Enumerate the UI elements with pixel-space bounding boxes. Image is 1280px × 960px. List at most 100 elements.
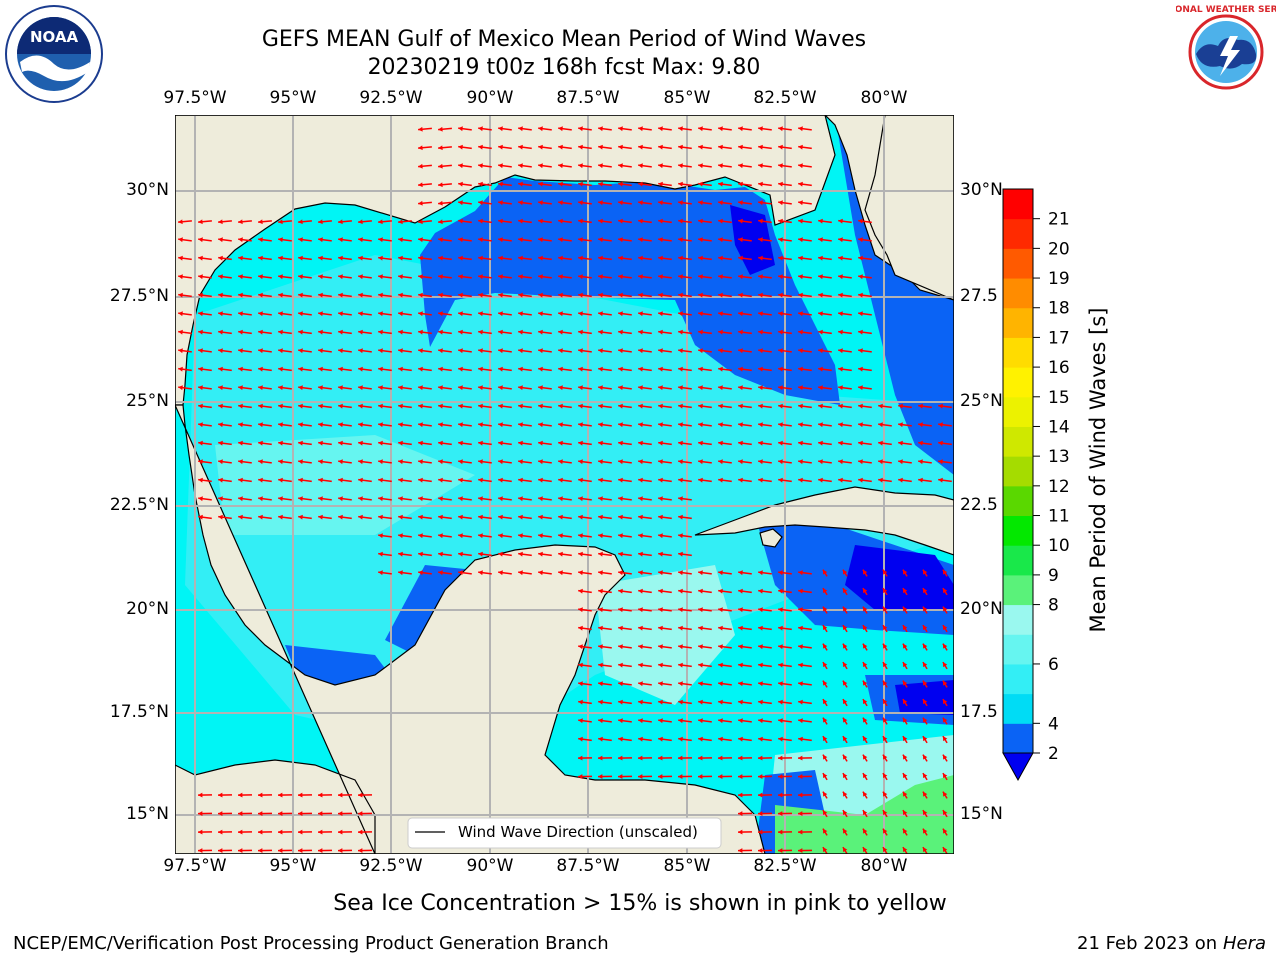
colorbar-tick-label: 21 — [1048, 210, 1070, 230]
wave-arrow-head — [378, 311, 383, 317]
wave-arrow-head — [558, 514, 563, 520]
wave-arrow-head — [498, 255, 503, 261]
wave-arrow-head — [902, 791, 908, 797]
wave-arrow-head — [538, 274, 543, 280]
wave-arrow-head — [578, 718, 583, 724]
wave-arrow-head — [902, 662, 908, 668]
wave-arrow-head — [778, 829, 783, 835]
wave-arrow-head — [418, 459, 423, 465]
wave-arrow-head — [258, 366, 263, 372]
wave-arrow-head — [518, 163, 523, 169]
sea-ice-note: Sea Ice Concentration > 15% is shown in … — [333, 891, 947, 916]
wave-arrow-head — [558, 126, 563, 132]
wave-arrow-head — [798, 385, 803, 391]
colorbar-segment — [1003, 367, 1033, 398]
wave-arrow-head — [538, 514, 543, 520]
run-date: 21 Feb 2023 on Hera — [1077, 933, 1266, 954]
wave-arrow-head — [738, 811, 743, 816]
wave-arrow-head — [678, 588, 683, 594]
wave-arrow-head — [678, 570, 683, 576]
wave-arrow-head — [378, 237, 383, 243]
wave-arrow-head — [518, 385, 523, 391]
wave-arrow-head — [238, 848, 243, 853]
wave-arrow-head — [558, 551, 563, 557]
wave-arrow-head — [658, 329, 663, 335]
wave-arrow-head — [198, 440, 203, 446]
wave-arrow-head — [678, 329, 683, 335]
wave-arrow-head — [338, 829, 343, 835]
wave-arrow-head — [758, 570, 763, 576]
wave-arrow-head — [922, 754, 928, 760]
wave-arrow-head — [638, 533, 643, 539]
wave-arrow-head — [738, 644, 743, 650]
wave-arrow-head — [658, 607, 663, 613]
wave-arrow-head — [738, 607, 743, 613]
colorbar-tick-label: 19 — [1048, 269, 1070, 289]
wave-arrow-head — [198, 792, 203, 798]
wave-arrow-head — [938, 403, 943, 409]
wave-arrow-head — [538, 126, 543, 132]
wave-arrow-head — [378, 348, 383, 354]
wave-arrow-head — [678, 681, 683, 687]
wave-arrow-head — [798, 126, 803, 132]
wave-arrow-head — [398, 274, 403, 280]
wave-arrow-head — [238, 385, 243, 391]
wave-arrow-head — [942, 828, 948, 834]
lat-label-left: 15°N — [126, 804, 169, 824]
wave-arrow-head — [778, 255, 783, 261]
wave-arrow-head — [458, 348, 463, 354]
wave-arrow-head — [838, 385, 843, 391]
wave-arrow-head — [558, 163, 563, 169]
wave-arrow-head — [298, 459, 303, 465]
wave-arrow-head — [218, 366, 223, 372]
wave-arrow-head — [538, 348, 543, 354]
wave-arrow-head — [718, 348, 723, 354]
wave-arrow-head — [678, 255, 683, 261]
wave-arrow-head — [922, 680, 928, 686]
wave-arrow-head — [598, 496, 603, 502]
wave-arrow-head — [658, 625, 663, 631]
wave-arrow-head — [358, 385, 363, 391]
wave-arrow-head — [318, 829, 323, 835]
wave-arrow-head — [658, 570, 663, 576]
wave-arrow-head — [778, 848, 783, 853]
wave-arrow-head — [798, 644, 803, 650]
wave-arrow-head — [358, 219, 363, 225]
wave-arrow-head — [278, 403, 283, 409]
wave-arrow-head — [538, 144, 543, 150]
wave-arrow-head — [818, 348, 823, 354]
wave-arrow-head — [278, 477, 283, 483]
wave-arrow-head — [718, 755, 723, 761]
wave-arrow-head — [218, 237, 223, 243]
wave-arrow-head — [298, 514, 303, 520]
wave-arrow-head — [878, 477, 883, 483]
wave-arrow-head — [738, 588, 743, 594]
wave-arrow-head — [418, 496, 423, 502]
wave-arrow-head — [638, 625, 643, 631]
wave-arrow-head — [458, 126, 463, 132]
wave-arrow-head — [698, 311, 703, 317]
wave-arrow-head — [418, 403, 423, 409]
wave-arrow-head — [822, 699, 828, 705]
wave-arrow-head — [438, 422, 443, 428]
wave-arrow-head — [558, 496, 563, 502]
wave-arrow-head — [598, 311, 603, 317]
wave-arrow-head — [378, 403, 383, 409]
wave-arrow-head — [778, 718, 783, 724]
wave-arrow-head — [278, 792, 283, 798]
wave-arrow-head — [578, 774, 583, 779]
wave-arrow-head — [358, 274, 363, 280]
wave-arrow-head — [538, 311, 543, 317]
wave-arrow-head — [822, 625, 828, 631]
wave-arrow-head — [778, 274, 783, 280]
wave-arrow-head — [238, 237, 243, 243]
wave-arrow-head — [578, 459, 583, 465]
wave-arrow-head — [838, 366, 843, 372]
wave-arrow-head — [298, 255, 303, 261]
colorbar-tick-label: 9 — [1048, 566, 1059, 586]
wave-arrow-head — [718, 403, 723, 409]
wave-arrow-head — [478, 311, 483, 317]
wave-arrow-head — [578, 644, 583, 650]
wave-arrow-head — [842, 680, 848, 686]
wave-arrow-head — [498, 477, 503, 483]
